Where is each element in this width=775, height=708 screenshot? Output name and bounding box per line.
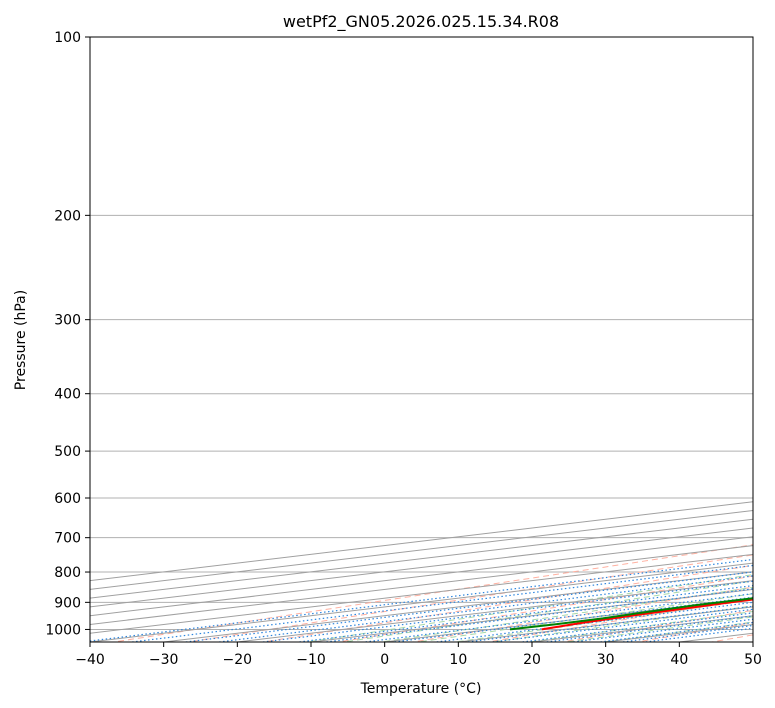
isotherm (380, 597, 753, 642)
dry-adiabat (110, 544, 753, 642)
mixing-ratio-line (294, 585, 753, 642)
mixing-ratio-line (360, 593, 753, 642)
x-tick-label: 50 (744, 652, 762, 668)
mixing-ratio-line (257, 580, 753, 642)
y-tick-label: 700 (54, 531, 81, 547)
isotherm (527, 615, 753, 642)
x-axis-ticks: −40 −30 −20 −10 0 10 20 30 40 50 (75, 642, 762, 668)
isotherm (90, 518, 753, 599)
isotherm (675, 632, 753, 642)
mixing-ratio-line (180, 571, 753, 642)
mixing-ratio-line (321, 588, 753, 642)
isotherm (90, 536, 753, 617)
isotherm (748, 641, 753, 642)
moist-adiabat (377, 586, 753, 642)
dry-adiabat (559, 609, 753, 642)
x-tick-label: 40 (670, 652, 688, 668)
y-tick-label: 800 (54, 565, 81, 581)
y-tick-label: 900 (54, 595, 81, 611)
isotherm (454, 606, 753, 642)
isotherm (90, 562, 753, 642)
x-tick-label: −10 (296, 652, 326, 668)
dry-adiabat (484, 598, 753, 642)
isotherm (90, 545, 753, 625)
chart-title: wetPf2_GN05.2026.025.15.34.R08 (283, 12, 559, 32)
reference-lines (90, 501, 753, 642)
moist-adiabat (303, 574, 753, 642)
y-tick-label: 400 (54, 387, 81, 403)
dry-adiabat (708, 634, 753, 642)
x-tick-label: −40 (75, 652, 105, 668)
isotherm (90, 509, 753, 590)
isotherm (90, 501, 753, 582)
dry-adiabat (185, 554, 753, 642)
x-axis-label: Temperature (°C) (360, 681, 482, 697)
y-tick-label: 500 (54, 444, 81, 460)
x-tick-label: 10 (449, 652, 467, 668)
moist-adiabat (414, 593, 753, 642)
moist-adiabat (488, 605, 753, 642)
plot-frame (89, 36, 754, 643)
x-tick-label: −20 (223, 652, 253, 668)
isotherm (90, 553, 753, 634)
mixing-ratio-line (214, 575, 753, 642)
isotherm (90, 527, 753, 608)
x-tick-label: 20 (523, 652, 541, 668)
y-tick-label: 300 (54, 313, 81, 329)
dry-adiabat (409, 586, 753, 642)
y-axis-ticks: 100 200 300 400 500 600 700 800 900 1000 (45, 30, 90, 638)
moist-adiabat (451, 599, 753, 642)
moist-adiabat (525, 611, 753, 642)
y-axis-label: Pressure (hPa) (13, 290, 29, 390)
profile-lines (509, 597, 753, 631)
dry-adiabat (260, 564, 753, 642)
y-tick-label: 1000 (45, 622, 81, 638)
pressure-gridlines (90, 36, 753, 630)
y-tick-label: 600 (54, 491, 81, 507)
x-tick-label: −30 (149, 652, 179, 668)
x-tick-label: 0 (380, 652, 389, 668)
dewpoint-line (509, 597, 753, 631)
y-tick-label: 100 (54, 30, 81, 46)
isotherm (601, 623, 753, 642)
isotherm (233, 580, 753, 642)
dry-adiabat (633, 621, 753, 642)
moist-adiabat (562, 616, 753, 642)
mixing-ratio-line (567, 618, 753, 642)
isotherm (159, 571, 753, 642)
y-tick-label: 200 (54, 208, 81, 224)
x-tick-label: 30 (597, 652, 615, 668)
